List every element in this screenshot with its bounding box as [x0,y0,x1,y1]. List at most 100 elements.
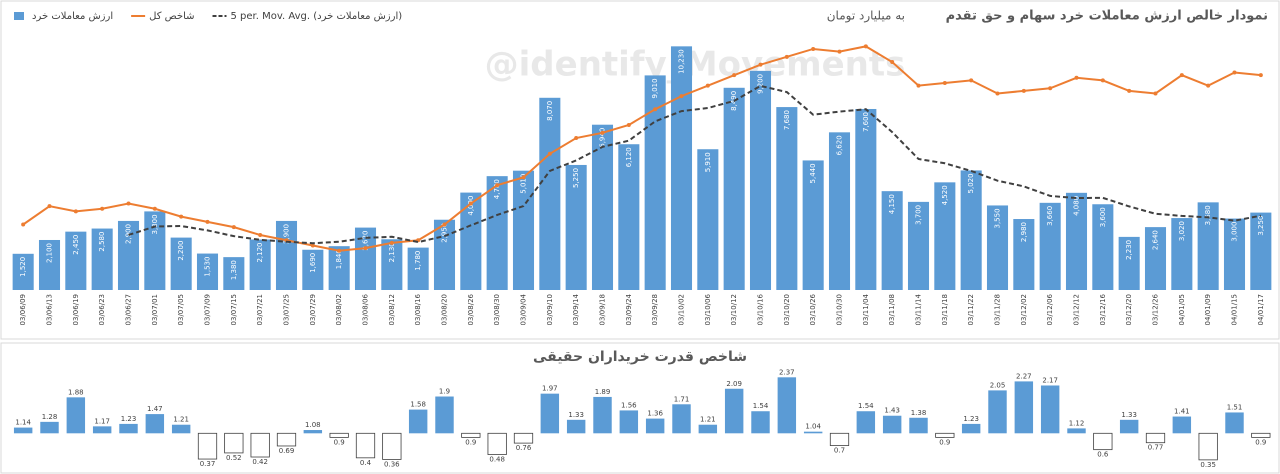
data-label: 4,780 [493,179,501,199]
data-label: 1.54 [858,402,874,410]
data-label: 1,780 [414,251,422,271]
data-label: 1.33 [568,411,584,419]
data-label: 9,010 [651,78,659,98]
data-label: 3,300 [151,214,159,234]
data-label: 1.21 [173,416,189,424]
bar [196,253,219,290]
marker [100,206,105,211]
bar [171,424,191,434]
x-tick-label: 03/07/05 [177,294,185,325]
data-label: 2,230 [1125,240,1133,260]
bar [539,97,561,291]
data-label: 0.48 [489,456,505,464]
data-label: 1.36 [647,410,663,418]
data-label: 0.37 [200,460,216,468]
x-tick-label: 03/09/04 [520,293,528,325]
data-label: 4,150 [888,194,896,214]
line [128,84,1262,245]
bar [961,423,981,434]
bar [92,426,112,434]
bar [1251,432,1271,438]
bar [828,132,851,290]
bar [723,87,745,291]
bar [960,170,982,290]
bar [12,253,34,290]
marker [1074,75,1079,80]
data-label: 1.43 [884,407,900,415]
data-label: 0.36 [384,460,400,468]
data-label: 1.54 [753,402,769,410]
x-tick-label: 03/11/22 [967,294,975,325]
data-label: 6,120 [625,147,633,167]
x-tick-label: 03/12/16 [1099,293,1107,325]
bar [250,432,270,458]
legend-label: شاخص کل [149,11,194,22]
bar [145,414,165,434]
bar [591,124,614,291]
marker [1258,73,1263,78]
marker [916,83,921,88]
data-label: 1,380 [230,260,238,280]
bar [249,239,271,290]
data-label: 5,440 [809,163,817,183]
marker [1021,88,1026,93]
data-label: 1.9 [439,388,450,396]
bar [565,164,587,290]
data-label: 9,200 [757,74,765,94]
x-tick-label: 03/06/23 [98,294,106,325]
marker [653,107,658,112]
data-label: 6,620 [836,135,844,155]
bar [645,418,665,434]
bar [1065,192,1088,290]
data-label: 2.37 [779,368,795,376]
data-label: 2.05 [990,381,1006,389]
x-tick-label: 03/10/30 [836,294,844,325]
marker [310,243,315,248]
bar [461,432,481,438]
data-label: 0.7 [834,447,845,455]
chart-title: شاخص قدرت خریداران حقیقی [533,349,747,365]
data-label: 1,840 [335,249,343,269]
bar [487,432,507,455]
data-label: 2.09 [726,380,742,388]
bar [1092,204,1114,290]
bar [776,107,798,291]
bar [276,432,297,447]
x-tick-label: 03/11/04 [862,293,870,325]
bar [407,247,429,290]
data-label: 5,020 [967,173,975,193]
marker [1153,91,1158,96]
bar [40,421,59,434]
bar [354,227,377,290]
data-label: 1,520 [19,257,27,277]
data-label: 2,580 [98,232,106,252]
marker [337,248,342,253]
bar [988,390,1007,434]
x-tick-label: 03/09/28 [651,294,659,325]
data-label: 4,520 [941,185,949,205]
bar [1119,419,1139,434]
marker [811,46,816,51]
x-tick-label: 03/07/25 [283,294,291,325]
bar [670,46,693,291]
bar [724,388,744,434]
x-tick-label: 03/07/09 [204,294,212,325]
data-label: 1.88 [68,388,84,396]
x-tick-label: 03/07/21 [256,294,264,325]
x-tick-label: 03/09/18 [599,294,607,325]
bar [1118,236,1140,290]
data-label: 0.9 [334,438,345,446]
data-label: 1.38 [911,409,927,417]
legend-swatch [14,12,24,20]
bar [1250,212,1272,290]
bar [13,427,33,434]
bar [303,430,323,434]
bar [486,176,508,290]
data-label: 0.69 [279,447,295,455]
marker [574,136,579,141]
bar [644,75,666,290]
data-label: 1.51 [1227,403,1243,411]
bar [986,205,1009,290]
data-label: 0.9 [1255,438,1266,446]
